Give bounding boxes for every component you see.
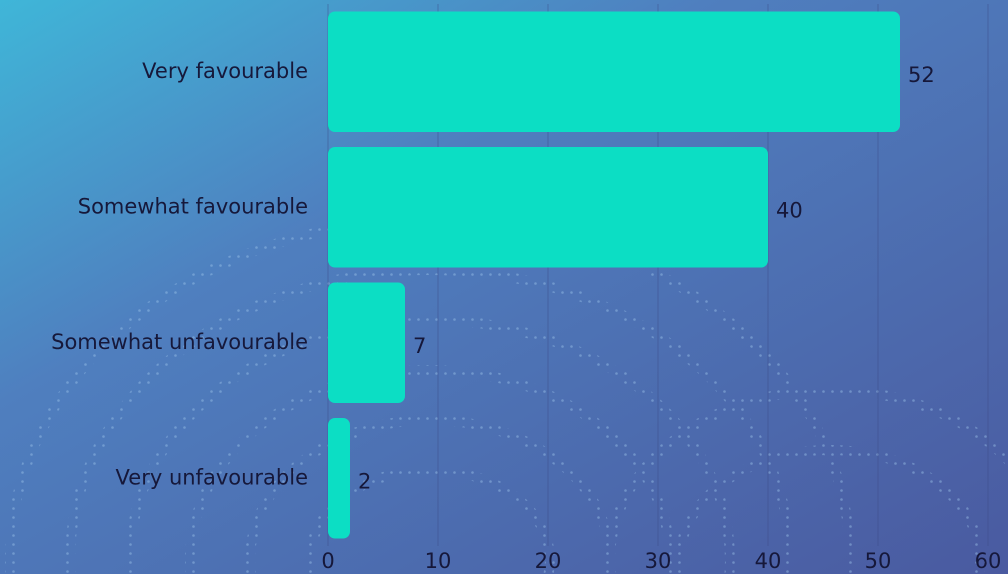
value-label: 7: [413, 334, 426, 358]
x-tick-label: 20: [535, 549, 562, 573]
bar: [328, 417, 350, 539]
bar: [328, 282, 405, 404]
x-tick-label: 0: [321, 549, 334, 573]
bar: [328, 146, 768, 268]
value-label: 52: [908, 63, 935, 87]
x-tick-label: 60: [975, 549, 1002, 573]
x-tick-label: 50: [865, 549, 892, 573]
y-tick-label: Somewhat unfavourable: [51, 330, 308, 354]
y-tick-label: Somewhat favourable: [78, 194, 308, 218]
y-tick-label: Very favourable: [142, 59, 308, 83]
x-tick-label: 30: [645, 549, 672, 573]
bar: [328, 11, 900, 133]
value-label: 40: [776, 198, 803, 222]
y-tick-label: Very unfavourable: [116, 465, 308, 489]
x-tick-label: 10: [425, 549, 452, 573]
plot: 0 10 20 30 40 50 60 52 Very favourable 40 Somewhat…: [51, 11, 1001, 573]
value-label: 2: [358, 469, 371, 493]
x-tick-label: 40: [755, 549, 782, 573]
